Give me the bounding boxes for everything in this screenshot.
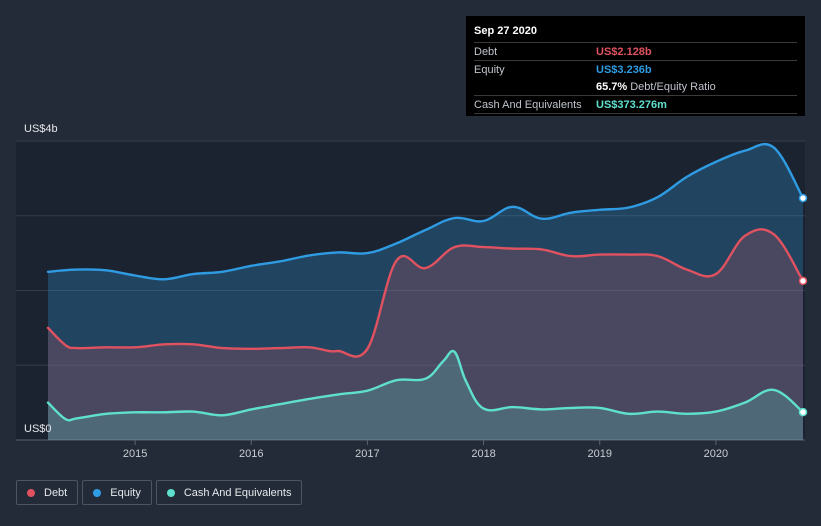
endpoint-cash-and-equivalents xyxy=(798,407,808,417)
area-cash-and-equivalents xyxy=(48,350,803,440)
tooltip-row-cash: Cash And Equivalents US$373.276m xyxy=(474,95,797,114)
y-tick-label-top: US$4b xyxy=(24,123,58,135)
tooltip-ratio-value: 65.7% xyxy=(596,80,628,93)
endpoint-equity xyxy=(798,193,808,203)
legend-item-cash[interactable]: Cash And Equivalents xyxy=(155,480,303,505)
legend-dot-equity xyxy=(93,488,102,497)
tooltip-cash-label: Cash And Equivalents xyxy=(474,98,582,111)
tick-layer: 2015 2016 2017 2018 2019 2020 US$4b US$0 xyxy=(24,123,728,460)
tooltip-cash-value: US$373.276m xyxy=(596,98,667,111)
line-debt xyxy=(46,228,805,358)
legend-item-equity[interactable]: Equity xyxy=(82,480,152,505)
legend-dot-cash xyxy=(166,488,175,497)
legend: Debt Equity Cash And Equivalents xyxy=(16,480,306,505)
tooltip-date: Sep 27 2020 xyxy=(474,25,537,37)
tooltip-row-debt: Debt US$2.128b xyxy=(474,42,797,60)
endpoint-debt xyxy=(798,276,808,286)
x-tick-label-2015: 2015 xyxy=(123,448,147,460)
tooltip-row-equity: Equity US$3.236b xyxy=(474,60,797,78)
tooltip-debt-value: US$2.128b xyxy=(596,45,652,58)
line-equity xyxy=(46,143,805,281)
tooltip-equity-value: US$3.236b xyxy=(596,63,652,76)
line-layer xyxy=(46,143,805,422)
x-tick-label-2016: 2016 xyxy=(239,448,263,460)
tooltip-debt-label: Debt xyxy=(474,45,498,58)
tooltip-ratio-sub: Debt/Equity Ratio xyxy=(630,80,716,93)
tooltip-row-ratio: 65.7% Debt/Equity Ratio xyxy=(474,78,797,95)
x-tick-label-2019: 2019 xyxy=(587,448,611,460)
y-tick-label-bottom: US$0 xyxy=(24,423,52,435)
legend-label-debt: Debt xyxy=(44,486,68,499)
legend-dot-debt xyxy=(27,488,35,497)
legend-label-cash: Cash And Equivalents xyxy=(183,486,292,499)
x-tick-label-2020: 2020 xyxy=(704,448,728,460)
legend-item-debt[interactable]: Debt xyxy=(16,480,79,505)
line-cash-and-equivalents xyxy=(46,349,805,422)
tooltip: Sep 27 2020 Debt US$2.128b Equity US$3.2… xyxy=(466,16,805,116)
area-layer xyxy=(48,144,803,440)
point-layer xyxy=(798,193,808,417)
grid-layer xyxy=(16,140,805,445)
area-debt xyxy=(48,229,803,440)
tooltip-equity-label: Equity xyxy=(474,63,505,76)
x-tick-label-2017: 2017 xyxy=(355,448,379,460)
area-equity xyxy=(48,144,803,440)
x-tick-label-2018: 2018 xyxy=(471,448,495,460)
legend-label-equity: Equity xyxy=(110,486,141,499)
